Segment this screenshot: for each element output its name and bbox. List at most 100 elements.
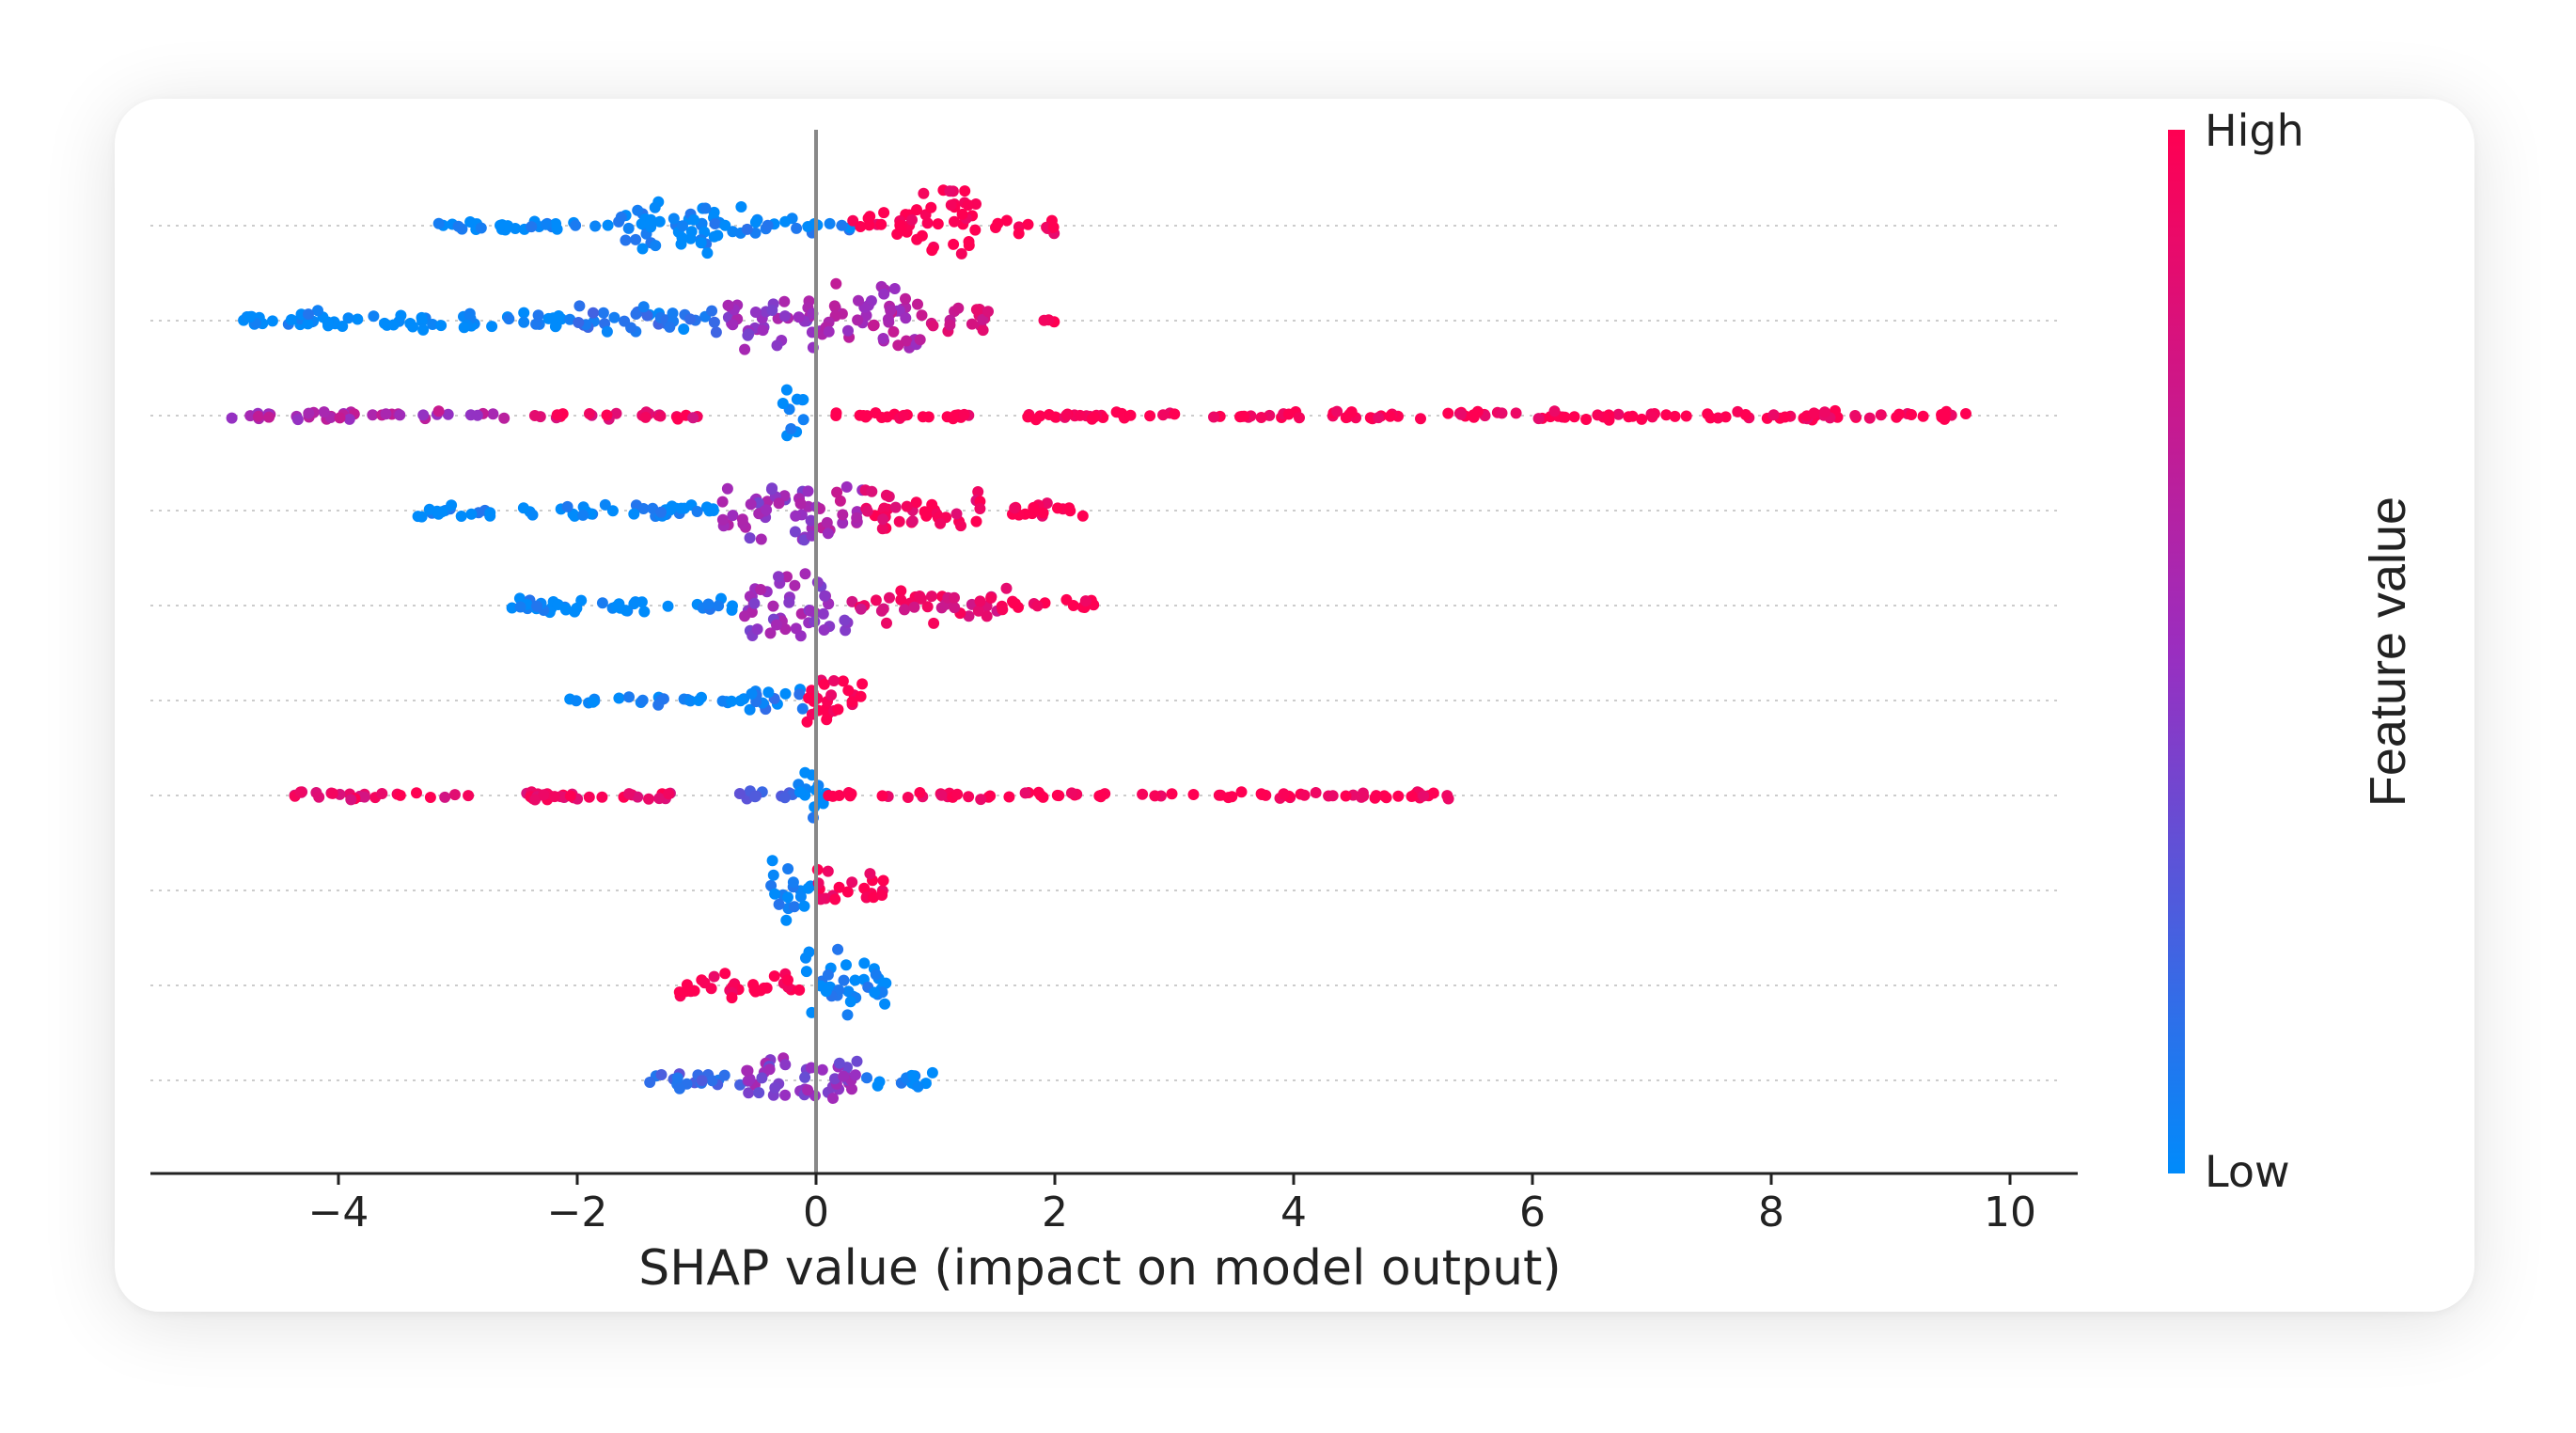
data-point bbox=[745, 498, 757, 511]
data-point bbox=[926, 591, 937, 603]
data-point bbox=[662, 600, 674, 612]
data-point bbox=[844, 996, 856, 1008]
data-point bbox=[1157, 409, 1170, 421]
data-point bbox=[1510, 407, 1522, 419]
data-point bbox=[877, 874, 889, 887]
data-point bbox=[244, 310, 256, 323]
data-point bbox=[510, 223, 522, 234]
data-point bbox=[432, 405, 445, 417]
data-point bbox=[710, 326, 722, 339]
data-point bbox=[926, 498, 938, 511]
data-point bbox=[733, 788, 746, 799]
data-point bbox=[706, 1075, 718, 1087]
data-point bbox=[802, 485, 814, 497]
data-point bbox=[985, 591, 997, 604]
data-point bbox=[1235, 786, 1248, 798]
data-point bbox=[1345, 406, 1358, 418]
data-point bbox=[908, 601, 920, 613]
data-point bbox=[935, 789, 948, 801]
data-point bbox=[982, 306, 994, 318]
data-point bbox=[761, 504, 773, 516]
data-point bbox=[303, 308, 314, 321]
data-point bbox=[833, 790, 845, 801]
data-point bbox=[744, 532, 756, 544]
data-point bbox=[876, 523, 888, 535]
data-point bbox=[782, 863, 794, 874]
data-point bbox=[830, 410, 842, 421]
data-point bbox=[779, 687, 792, 700]
data-point bbox=[781, 571, 793, 583]
data-point bbox=[855, 690, 867, 702]
data-point bbox=[1646, 411, 1658, 423]
data-point bbox=[802, 221, 814, 232]
data-point bbox=[849, 1069, 861, 1081]
data-point bbox=[803, 946, 815, 958]
data-point bbox=[345, 794, 357, 806]
data-point bbox=[1037, 791, 1049, 803]
data-point bbox=[877, 603, 889, 615]
data-point bbox=[892, 339, 904, 352]
data-point bbox=[789, 526, 801, 538]
data-point bbox=[352, 313, 364, 325]
data-point bbox=[632, 791, 644, 803]
data-point bbox=[977, 313, 989, 325]
data-point bbox=[743, 328, 755, 340]
data-point bbox=[803, 692, 815, 704]
data-point bbox=[861, 1072, 872, 1084]
data-point bbox=[838, 1070, 850, 1082]
data-point bbox=[1060, 409, 1073, 421]
data-point bbox=[465, 508, 478, 520]
data-point bbox=[471, 409, 483, 421]
data-point bbox=[832, 943, 844, 955]
data-point bbox=[573, 317, 585, 328]
data-point bbox=[1067, 600, 1079, 611]
data-point bbox=[819, 590, 831, 602]
data-point bbox=[702, 598, 715, 610]
data-point bbox=[1124, 409, 1137, 421]
data-point bbox=[564, 313, 576, 325]
data-point bbox=[956, 208, 968, 220]
data-point bbox=[1053, 790, 1065, 802]
data-point bbox=[665, 504, 676, 516]
data-point bbox=[703, 505, 715, 517]
data-point bbox=[367, 409, 379, 421]
data-point bbox=[743, 1074, 755, 1086]
data-point bbox=[887, 325, 900, 338]
data-point bbox=[318, 406, 330, 418]
data-point bbox=[613, 692, 625, 704]
data-point bbox=[677, 220, 688, 232]
data-point bbox=[927, 320, 939, 332]
data-point bbox=[696, 1075, 708, 1087]
data-point bbox=[794, 497, 807, 510]
data-point bbox=[484, 507, 496, 519]
data-point bbox=[291, 414, 304, 426]
data-point bbox=[780, 914, 793, 926]
data-point bbox=[337, 321, 349, 332]
data-point bbox=[798, 900, 810, 912]
data-point bbox=[765, 483, 778, 496]
data-point bbox=[764, 627, 777, 639]
data-point bbox=[820, 985, 832, 998]
data-point bbox=[1294, 412, 1305, 424]
data-point bbox=[1455, 408, 1467, 420]
data-point bbox=[564, 790, 576, 802]
data-point bbox=[1028, 501, 1040, 513]
data-point bbox=[446, 499, 458, 512]
data-point bbox=[779, 215, 792, 228]
data-point bbox=[830, 277, 842, 290]
data-point bbox=[872, 1079, 884, 1092]
data-point bbox=[1278, 788, 1290, 800]
data-point bbox=[771, 619, 782, 631]
data-point bbox=[836, 219, 848, 231]
data-point bbox=[701, 247, 714, 260]
data-point bbox=[842, 685, 855, 697]
data-point bbox=[655, 1069, 668, 1080]
data-point bbox=[947, 413, 959, 425]
data-point bbox=[895, 222, 907, 234]
data-point bbox=[1849, 410, 1861, 421]
data-point bbox=[787, 876, 799, 889]
data-point bbox=[1255, 412, 1267, 423]
data-point bbox=[226, 412, 238, 424]
data-point bbox=[727, 510, 739, 522]
data-point bbox=[263, 411, 275, 423]
